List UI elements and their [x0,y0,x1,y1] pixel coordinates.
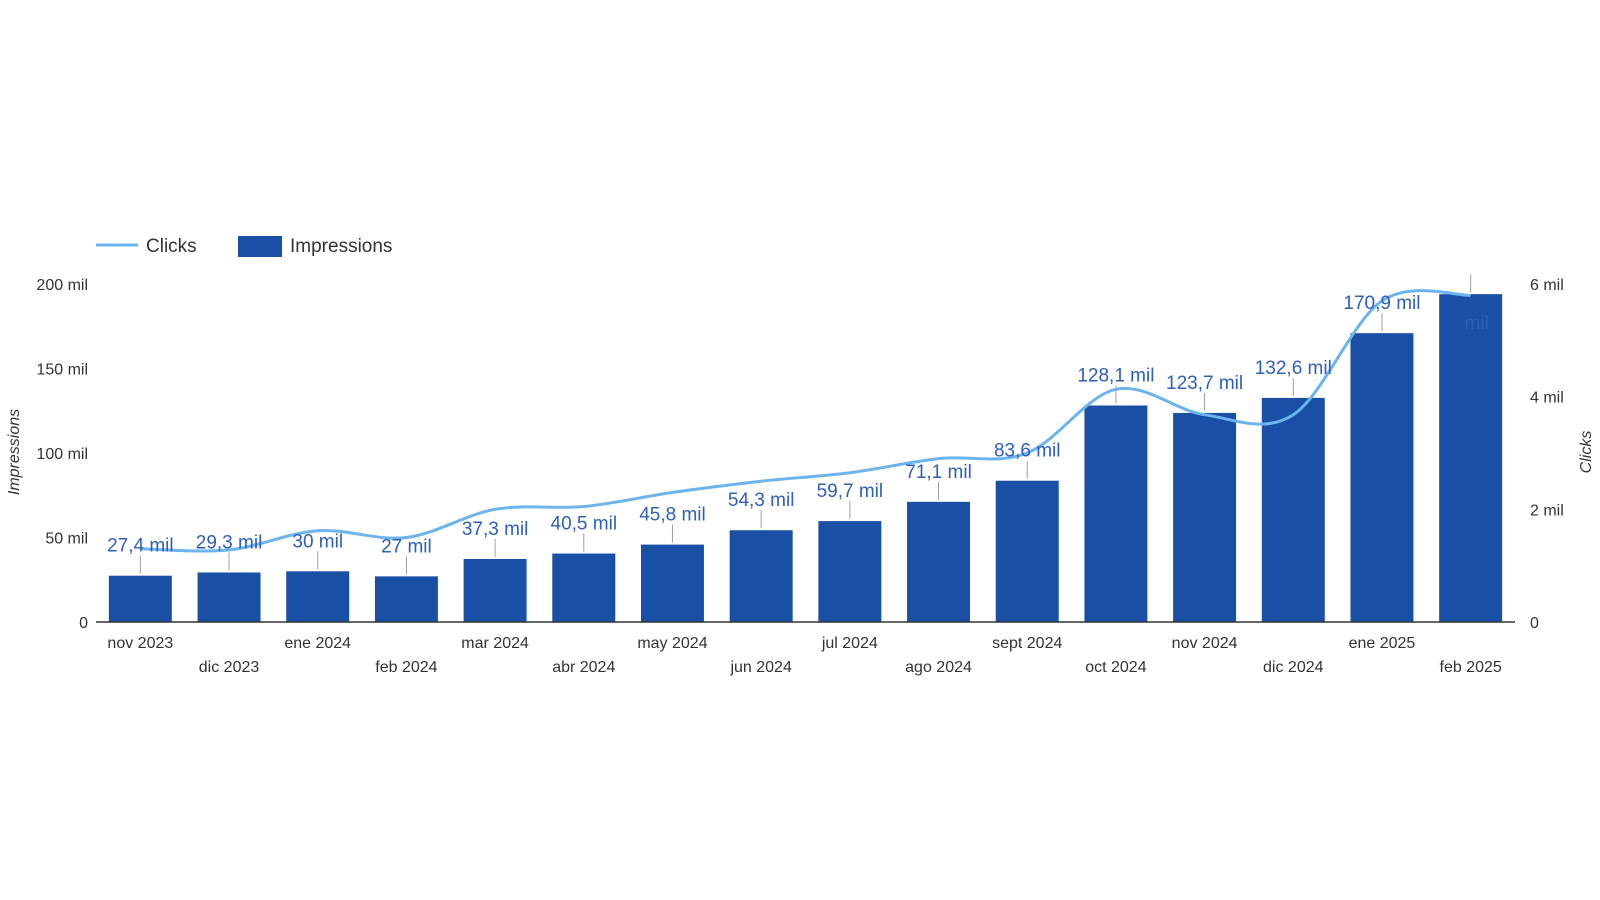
x-tick-label: oct 2024 [1085,659,1146,676]
left-axis-title: Impressions [6,409,23,495]
impressions-bar [1173,412,1237,622]
x-tick-label: may 2024 [637,635,707,652]
impressions-data-label: 27,4 mil [107,536,174,557]
impressions-data-label: 83,6 mil [994,441,1061,462]
right-tick-label: 4 mil [1530,390,1564,407]
x-tick-label: abr 2024 [552,659,615,676]
x-tick-label: feb 2024 [375,659,437,676]
impressions-data-label: 30 mil [292,531,343,552]
impressions-data-label: 128,1 mil [1077,366,1154,387]
x-tick-label: feb 2025 [1440,659,1502,676]
impressions-data-label: 123,7 mil [1166,373,1243,394]
right-tick-label: 6 mil [1530,277,1564,294]
impressions-data-label: 45,8 mil [639,505,706,526]
impressions-data-label: 59,7 mil [817,481,884,502]
left-tick-label: 50 mil [45,531,88,548]
right-axis-title: Clicks [1578,431,1595,474]
impressions-bar [1261,397,1325,622]
right-axis-ticks: 0 2 mil 4 mil 6 mil [1530,277,1564,632]
impressions-data-labels: 27,4 mil 29,3 mil 30 mil 27 mil 37,3 mil 40,5… [107,274,1489,575]
left-tick-label: 200 mil [36,277,88,294]
x-tick-label: jul 2024 [821,635,878,652]
impressions-data-label: 40,5 mil [551,514,618,535]
x-tick-label: jun 2024 [729,659,791,676]
impressions-bar [818,521,882,622]
x-tick-label: nov 2023 [107,635,173,652]
x-tick-label: ene 2024 [284,635,351,652]
impressions-data-label: 54,3 mil [728,490,795,511]
impressions-data-label: 132,6 mil [1255,358,1332,379]
impressions-bar [907,501,971,622]
right-tick-label: 2 mil [1530,502,1564,519]
impressions-bar [1084,405,1148,622]
right-tick-label: 0 [1530,615,1539,632]
impressions-bar [995,480,1059,622]
x-tick-label: sept 2024 [992,635,1062,652]
impressions-bar [197,572,261,622]
impressions-bar [374,576,438,622]
x-tick-label: mar 2024 [461,635,529,652]
impressions-data-label: 37,3 mil [462,519,529,540]
impressions-bar [640,544,704,622]
impressions-bar [463,558,527,622]
legend-clicks-label: Clicks [146,236,197,257]
impressions-bar [1439,294,1503,622]
impressions-bar [108,575,172,622]
impressions-data-label: 71,1 mil [905,462,972,483]
impressions-bar [286,571,350,622]
legend-impressions-label: Impressions [290,236,392,257]
left-tick-label: 100 mil [36,446,88,463]
impressions-data-label: 29,3 mil [196,532,263,553]
impressions-bar [729,530,793,622]
impressions-bar [552,553,616,622]
legend-impressions-swatch [238,236,282,257]
impressions-data-label: 27 mil [381,536,432,557]
impressions-bars [108,294,1503,622]
x-tick-label: nov 2024 [1172,635,1238,652]
x-tick-label: dic 2023 [199,659,260,676]
impressions-bar [1350,333,1414,622]
x-tick-label: ene 2025 [1349,635,1416,652]
x-tick-label: ago 2024 [905,659,972,676]
impressions-data-label: mil [1465,313,1489,334]
x-tick-label: dic 2024 [1263,659,1324,676]
legend: Clicks Impressions [96,236,392,257]
clicks-line-layer [140,289,1471,553]
left-axis-ticks: 0 50 mil 100 mil 150 mil 200 mil [36,277,88,632]
left-tick-label: 150 mil [36,362,88,379]
x-axis-tick-labels: nov 2023 dic 2023 ene 2024 feb 2024 mar 2024… [107,635,1501,676]
clicks-line [140,289,1471,553]
left-tick-label: 0 [79,615,88,632]
impressions-data-label: 170,9 mil [1343,293,1420,314]
